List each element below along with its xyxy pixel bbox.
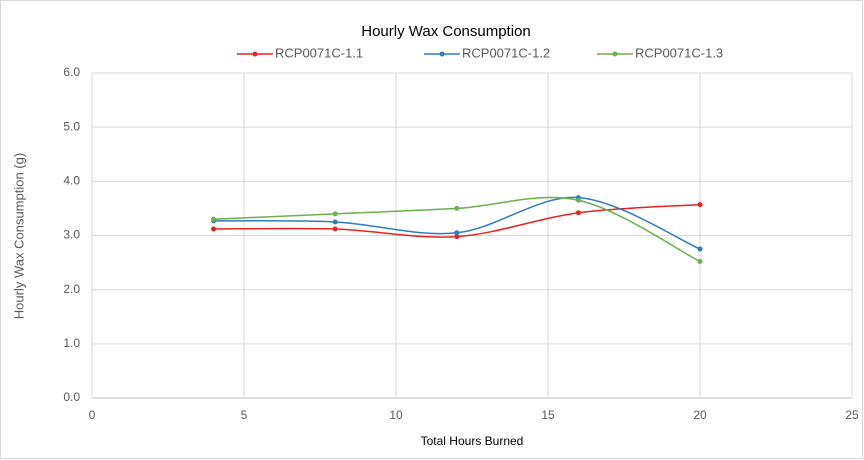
data-point — [211, 216, 217, 222]
legend-label: RCP0071C-1.3 — [635, 45, 723, 60]
data-point — [697, 259, 703, 264]
y-tick-label: 4.0 — [63, 174, 80, 188]
legend-marker — [252, 51, 258, 57]
legend-marker — [439, 51, 445, 57]
x-tick-label: 15 — [541, 408, 555, 422]
legend-marker — [612, 51, 618, 57]
y-axis-label: Hourly Wax Consumption (g) — [11, 153, 26, 319]
x-tick-label: 0 — [89, 408, 96, 422]
data-point — [697, 246, 703, 252]
chart-title: Hourly Wax Consumption — [361, 23, 531, 40]
x-tick-label: 20 — [693, 408, 707, 422]
y-tick-label: 6.0 — [63, 65, 80, 79]
y-tick-label: 2.0 — [63, 282, 80, 296]
x-axis-label: Total Hours Burned — [421, 434, 524, 448]
data-point — [575, 210, 581, 216]
legend-label: RCP0071C-1.2 — [462, 45, 550, 60]
y-tick-label: 5.0 — [63, 119, 80, 133]
legend-label: RCP0071C-1.1 — [275, 45, 363, 60]
x-tick-label: 10 — [389, 408, 403, 422]
y-tick-label: 1.0 — [63, 336, 80, 350]
data-point — [332, 226, 338, 232]
x-tick-label: 25 — [845, 408, 859, 422]
data-point — [211, 226, 217, 232]
data-point — [332, 211, 338, 217]
data-point — [575, 197, 581, 203]
data-point — [454, 230, 460, 236]
y-tick-label: 0.0 — [63, 390, 80, 404]
data-point — [697, 202, 703, 208]
data-point — [332, 219, 338, 225]
data-point — [454, 205, 460, 211]
data-point — [454, 234, 460, 240]
y-tick-label: 3.0 — [63, 228, 80, 242]
x-tick-label: 5 — [241, 408, 248, 422]
